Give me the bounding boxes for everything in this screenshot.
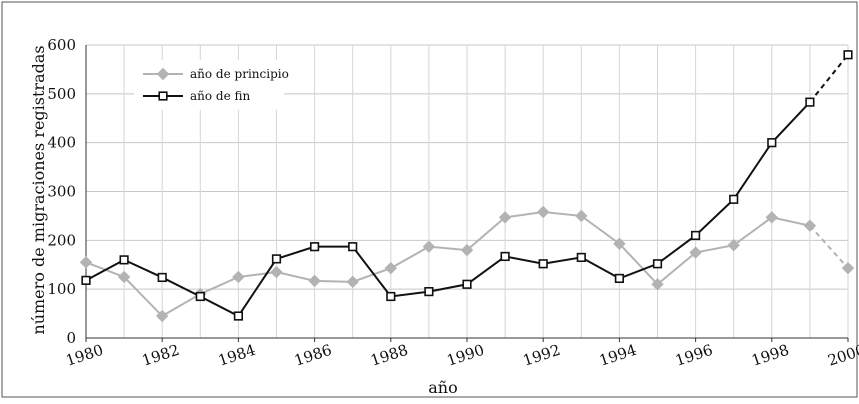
y-tick-label: 0 (66, 329, 76, 347)
data-point (690, 230, 701, 241)
legend-marker (156, 67, 170, 81)
data-point (232, 270, 245, 284)
data-point (843, 50, 853, 60)
legend: año de principio año de fin (134, 60, 289, 110)
data-point (233, 311, 244, 321)
series-line-dashed (809, 54, 849, 103)
series-line-solid (85, 101, 811, 318)
data-point (727, 239, 740, 252)
data-point (155, 309, 169, 323)
data-point (803, 219, 817, 232)
data-point (575, 209, 588, 223)
series-line-solid (85, 211, 811, 318)
legend-box (134, 60, 284, 110)
data-point (651, 278, 664, 291)
y-tick-label: 600 (47, 36, 76, 54)
data-point (119, 255, 129, 265)
data-point (271, 254, 282, 264)
legend-marker (158, 91, 168, 101)
data-point (422, 240, 436, 253)
data-point (689, 246, 702, 259)
data-point (309, 242, 320, 252)
data-point (538, 259, 548, 269)
y-tick-label: 200 (47, 231, 76, 249)
data-point (576, 252, 586, 263)
data-point (424, 287, 434, 297)
y-tick-label: 300 (47, 183, 76, 201)
data-point (767, 138, 777, 148)
data-point (348, 242, 358, 252)
data-point (498, 211, 512, 224)
legend-label: año de principio (190, 67, 289, 81)
data-point (79, 256, 93, 269)
data-point (805, 97, 815, 107)
data-point (765, 211, 779, 224)
data-point (157, 272, 167, 283)
data-point (729, 194, 739, 204)
data-point (384, 261, 398, 275)
data-point (195, 291, 205, 302)
data-point (500, 251, 510, 262)
x-axis-label: año (428, 378, 457, 397)
y-tick-label: 400 (47, 134, 76, 152)
y-tick-label: 500 (47, 85, 76, 103)
data-point (841, 261, 855, 275)
series-ano-de-principio (79, 205, 855, 323)
data-point (614, 273, 624, 284)
data-point (308, 274, 321, 288)
y-tick-label: 100 (47, 280, 76, 298)
data-point (117, 270, 131, 284)
series-layer (79, 50, 855, 323)
data-point (652, 259, 663, 269)
data-point (460, 243, 474, 257)
series-ano-de-fin (81, 50, 853, 321)
data-point (462, 279, 472, 289)
series-line-dashed (809, 225, 849, 269)
data-point (536, 205, 550, 219)
data-point (386, 291, 396, 302)
data-point (346, 275, 359, 289)
data-point (81, 275, 91, 285)
data-point (613, 237, 626, 250)
data-point (270, 265, 283, 279)
y-axis-label: número de migraciones registradas (29, 45, 48, 334)
legend-label: año de fin (190, 89, 251, 103)
